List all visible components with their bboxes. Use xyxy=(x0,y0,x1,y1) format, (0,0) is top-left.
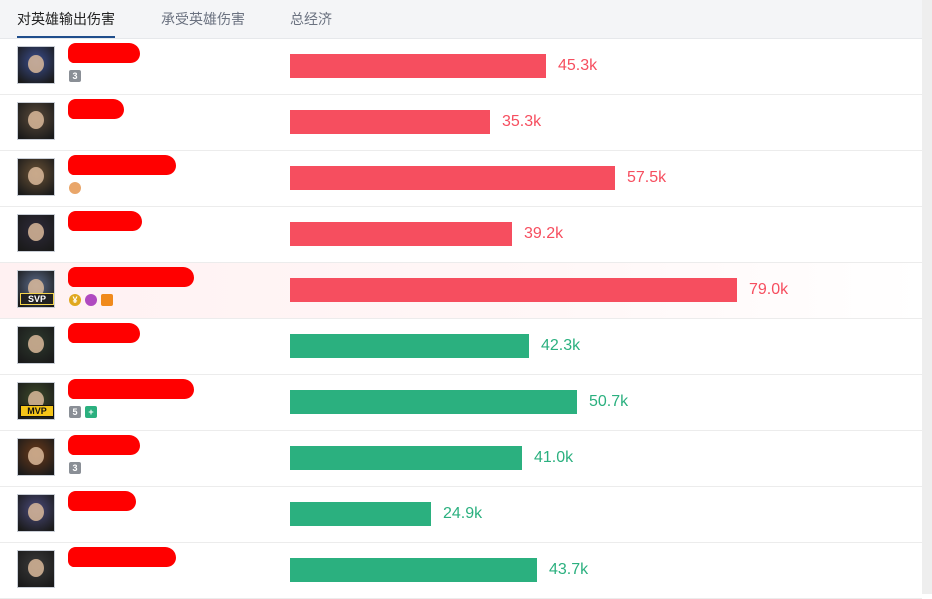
damage-value: 79.0k xyxy=(749,281,789,298)
player-row: 57.5k xyxy=(0,151,922,207)
champion-face-icon xyxy=(28,111,44,129)
name-redaction xyxy=(68,435,140,455)
player-row: SVP ¥79.0k xyxy=(0,263,922,319)
svp-badge: SVP xyxy=(20,293,54,305)
damage-bar xyxy=(290,54,546,78)
champion-face-icon xyxy=(28,447,44,465)
champion-avatar xyxy=(17,494,55,532)
champion-face-icon xyxy=(28,55,44,73)
damage-value: 57.5k xyxy=(627,169,667,186)
multikill-5-icon: 5 xyxy=(69,406,81,418)
damage-bar xyxy=(290,390,577,414)
multikill-3-icon: 3 xyxy=(69,70,81,82)
champion-face-icon xyxy=(28,279,44,297)
damage-bar xyxy=(290,110,490,134)
champion-avatar xyxy=(17,158,55,196)
mvp-badge: MVP xyxy=(20,405,54,417)
damage-value: 35.3k xyxy=(502,113,542,130)
champion-face-icon xyxy=(28,559,44,577)
damage-value: 24.9k xyxy=(443,505,483,522)
achievement-icons: ¥ xyxy=(69,294,117,307)
damage-value: 41.0k xyxy=(534,449,574,466)
player-stat-list: 3 45.3k 35.3k 57.5k 39.2k SVP ¥79.0k 42.3k MVP 5 +… xyxy=(0,39,922,599)
damage-bar xyxy=(290,222,512,246)
damage-bar xyxy=(290,502,431,526)
name-redaction xyxy=(68,267,194,287)
player-row: MVP 5 +50.7k xyxy=(0,375,922,431)
champion-avatar xyxy=(17,46,55,84)
player-row: 24.9k xyxy=(0,487,922,543)
multikill-3-icon: 3 xyxy=(69,462,81,474)
achievement-icons: 3 xyxy=(69,70,85,83)
champion-avatar xyxy=(17,438,55,476)
player-row: 39.2k xyxy=(0,207,922,263)
champion-avatar: SVP xyxy=(17,270,55,308)
player-row: 42.3k xyxy=(0,319,922,375)
damage-bar xyxy=(290,278,737,302)
name-redaction xyxy=(68,99,124,119)
damage-value: 42.3k xyxy=(541,337,581,354)
gem-icon xyxy=(85,294,97,306)
name-redaction xyxy=(68,379,194,399)
champion-avatar xyxy=(17,102,55,140)
tab-damage-dealt[interactable]: 对英雄输出伤害 xyxy=(17,0,115,38)
damage-bar xyxy=(290,558,537,582)
damage-bar xyxy=(290,166,615,190)
damage-value: 39.2k xyxy=(524,225,564,242)
champion-face-icon xyxy=(28,167,44,185)
player-row: 3 45.3k xyxy=(0,39,922,95)
player-row: 35.3k xyxy=(0,95,922,151)
achievement-icons: 3 xyxy=(69,462,85,475)
champion-avatar xyxy=(17,550,55,588)
achievement-icons xyxy=(69,182,85,195)
name-redaction xyxy=(68,43,140,63)
champion-face-icon xyxy=(28,223,44,241)
gold-coin-icon: ¥ xyxy=(69,294,81,306)
player-row: 3 41.0k xyxy=(0,431,922,487)
fist-icon xyxy=(69,182,81,194)
tab-total-gold[interactable]: 总经济 xyxy=(290,11,332,27)
name-redaction xyxy=(68,211,142,231)
name-redaction xyxy=(68,323,140,343)
champion-face-icon xyxy=(28,503,44,521)
tab-damage-taken[interactable]: 承受英雄伤害 xyxy=(161,11,245,27)
name-redaction xyxy=(68,491,136,511)
achievement-icons: 5 + xyxy=(69,406,101,419)
fire-icon xyxy=(101,294,113,306)
champion-face-icon xyxy=(28,391,44,409)
name-redaction xyxy=(68,547,176,567)
champion-avatar: MVP xyxy=(17,382,55,420)
damage-bar xyxy=(290,334,529,358)
damage-value: 50.7k xyxy=(589,393,629,410)
player-row: 43.7k xyxy=(0,543,922,599)
shield-plus-icon: + xyxy=(85,406,97,418)
damage-value: 45.3k xyxy=(558,57,598,74)
damage-value: 43.7k xyxy=(549,561,589,578)
scrollbar[interactable] xyxy=(922,0,932,594)
stat-tabs: 对英雄输出伤害 承受英雄伤害 总经济 xyxy=(0,0,922,39)
champion-face-icon xyxy=(28,335,44,353)
name-redaction xyxy=(68,155,176,175)
damage-bar xyxy=(290,446,522,470)
champion-avatar xyxy=(17,326,55,364)
champion-avatar xyxy=(17,214,55,252)
